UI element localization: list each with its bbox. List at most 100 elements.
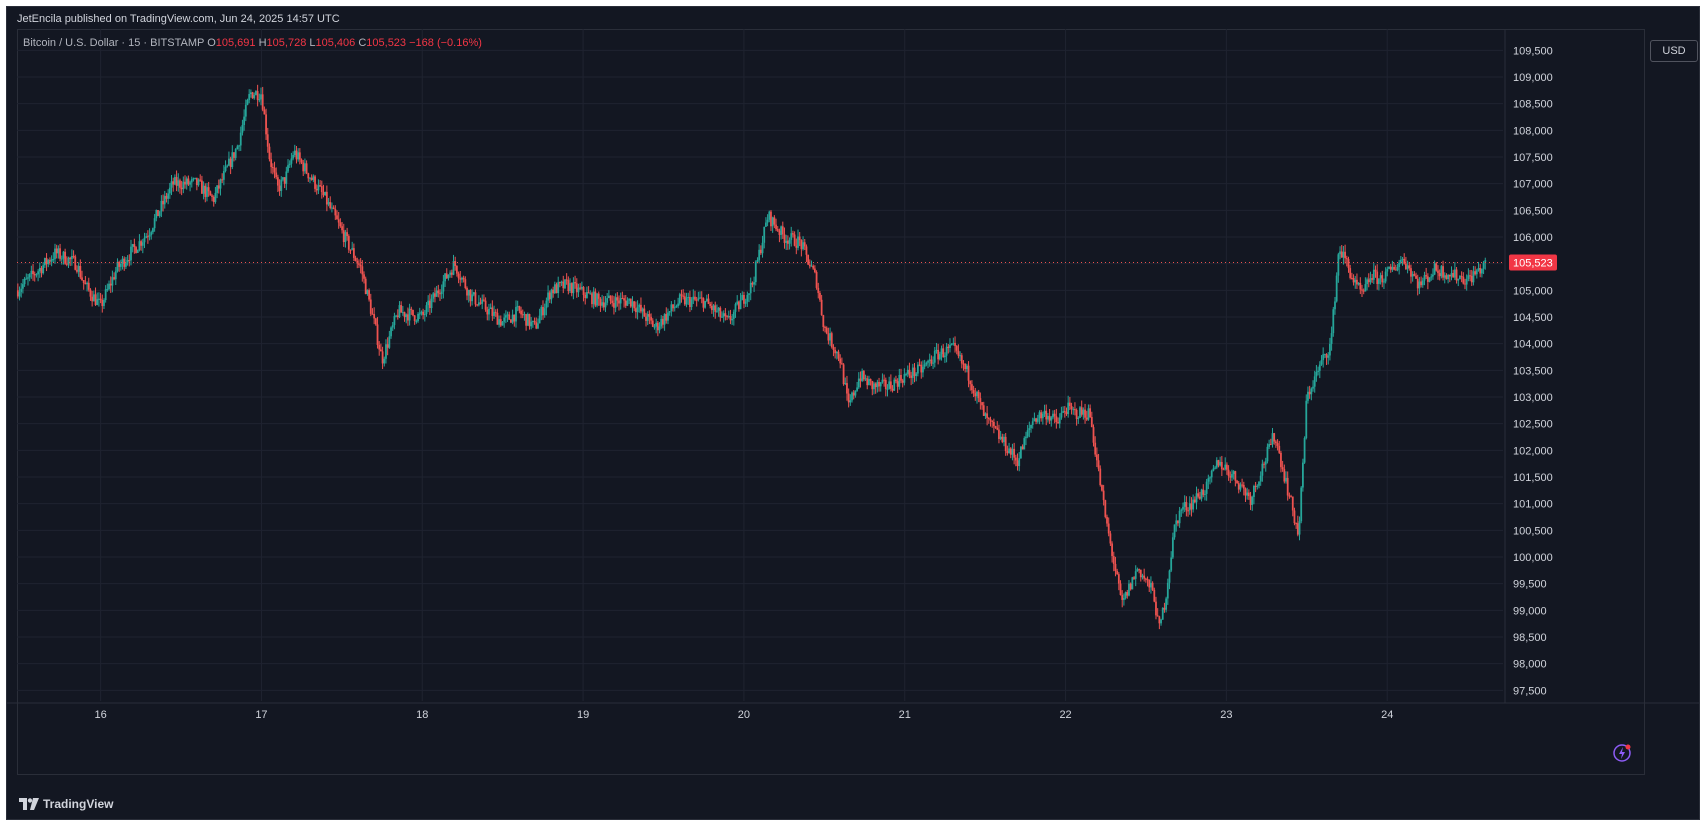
candle-body — [759, 249, 762, 254]
candle-body — [496, 312, 499, 325]
candle-body — [648, 314, 651, 317]
candle-body — [633, 301, 636, 309]
candle-body — [538, 315, 541, 324]
candle-body — [121, 258, 124, 264]
candle-body — [246, 99, 249, 105]
candle-body — [477, 302, 480, 306]
candle-body — [1163, 607, 1166, 610]
candle-body — [1080, 407, 1083, 415]
candle-body — [111, 277, 114, 286]
candle-body — [558, 282, 561, 284]
candle-body — [324, 191, 327, 196]
time-axis[interactable]: 16 17 18 19 20 21 22 23 24 — [7, 702, 1700, 721]
y-tick-label: 106,500 — [1513, 205, 1553, 217]
y-tick-label: 104,500 — [1513, 312, 1553, 324]
candle-body — [1117, 574, 1120, 584]
candle-body — [1421, 280, 1424, 286]
candle-body — [430, 298, 433, 309]
candle-body — [1482, 262, 1485, 269]
candle-body — [901, 380, 904, 383]
candle-body — [1367, 279, 1370, 283]
candle-body — [525, 314, 528, 326]
candle-body — [266, 134, 269, 147]
candle-body — [455, 265, 458, 274]
candle-body — [996, 427, 999, 430]
chart-panel[interactable] — [17, 29, 1645, 775]
candle-body — [1452, 273, 1455, 278]
candle-body — [366, 290, 369, 295]
tradingview-logo[interactable]: TradingView — [19, 797, 113, 811]
candle-body — [33, 274, 36, 276]
candle-body — [1339, 251, 1341, 255]
candle-body — [1273, 433, 1276, 442]
candle-body — [1102, 490, 1105, 501]
candle-body — [1146, 579, 1149, 581]
candle-body — [548, 292, 551, 300]
candle-body — [1150, 582, 1152, 588]
candle-body — [923, 364, 926, 367]
candle-body — [925, 362, 928, 365]
candle-body — [717, 307, 720, 311]
low-label: L — [309, 37, 316, 49]
candle-body — [70, 255, 73, 260]
candle-body — [1307, 391, 1309, 401]
candle-body — [572, 282, 575, 294]
candle-body — [986, 413, 989, 418]
candle-body — [401, 312, 404, 314]
open-value: 105,691 — [215, 37, 256, 49]
candle-body — [896, 381, 899, 387]
y-tick-label: 107,000 — [1513, 179, 1553, 191]
candle-body — [881, 379, 884, 383]
candle-body — [1079, 407, 1081, 418]
candle-body — [160, 200, 163, 212]
candle-body — [653, 326, 656, 328]
candle-body — [403, 312, 406, 318]
currency-button[interactable]: USD — [1650, 40, 1698, 62]
price-chart[interactable]: 109,500 109,000 108,500 108,000 107,500 107,0… — [7, 7, 1700, 820]
candle-body — [1259, 475, 1262, 482]
candle-body — [1393, 267, 1395, 270]
candle-body — [928, 359, 931, 361]
candle-body — [476, 304, 479, 306]
candle-body — [1212, 468, 1215, 471]
candle-body — [1214, 467, 1216, 469]
candle-body — [1236, 480, 1238, 484]
candle-body — [920, 364, 923, 373]
grid-layer — [17, 29, 1503, 701]
candle-body — [30, 270, 33, 275]
candle-body — [1479, 267, 1482, 274]
candle-body — [506, 314, 509, 316]
candle-body — [763, 226, 766, 243]
candle-body — [37, 271, 40, 275]
candle-body — [1350, 277, 1353, 279]
candle-body — [1065, 411, 1068, 415]
candle-body — [1036, 418, 1039, 422]
candle-body — [140, 241, 143, 246]
candle-body — [727, 315, 730, 317]
lightning-flash-icon[interactable] — [1612, 743, 1632, 763]
candle-body — [175, 177, 178, 186]
price-axis[interactable]: 109,500 109,000 108,500 108,000 107,500 107,0… — [1504, 29, 1557, 703]
candle-body — [1198, 496, 1201, 499]
candle-body — [1291, 496, 1294, 511]
candle-body — [310, 177, 313, 180]
candle-body — [1009, 448, 1012, 455]
candle-body — [422, 311, 425, 315]
candle-body — [1345, 258, 1348, 260]
candle-body — [322, 192, 325, 196]
candle-body — [734, 304, 737, 312]
candle-body — [888, 381, 891, 389]
candle-body — [873, 383, 875, 390]
candle-body — [957, 350, 960, 356]
candle-body — [1018, 458, 1021, 467]
candle-body — [690, 299, 693, 307]
candle-body — [1101, 485, 1103, 491]
candle-body — [1322, 354, 1325, 361]
candle-body — [609, 295, 612, 301]
candle-body — [722, 313, 725, 317]
candle-body — [663, 314, 666, 325]
candle-body — [337, 219, 340, 223]
candle-body — [109, 283, 112, 286]
candle-body — [1470, 275, 1473, 283]
candle-body — [206, 187, 208, 197]
